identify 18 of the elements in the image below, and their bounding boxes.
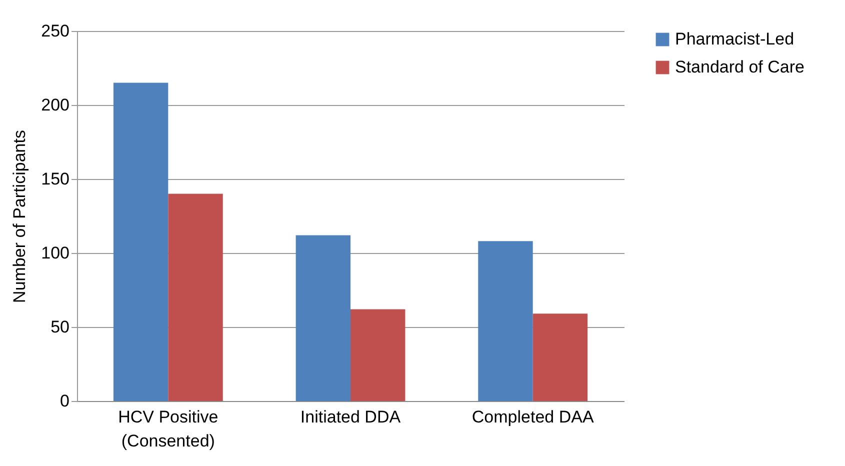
bar (478, 241, 533, 401)
legend-label: Standard of Care (675, 58, 804, 76)
legend-label: Pharmacist-Led (675, 30, 794, 48)
y-tick-label: 100 (41, 244, 70, 262)
y-axis-title: Number of Participants (10, 130, 30, 303)
x-tick-label: Completed DAA (472, 408, 594, 426)
x-tick-label: HCV Positive (Consented) (118, 408, 218, 450)
y-tick-label: 50 (50, 318, 70, 336)
bar (350, 309, 406, 401)
y-tick-label: 0 (60, 392, 70, 410)
y-tick-label: 150 (41, 170, 70, 188)
x-tick-label: Initiated DDA (300, 408, 402, 426)
bar (296, 235, 350, 401)
bar (113, 82, 168, 401)
bar (532, 314, 588, 401)
bar (168, 194, 223, 401)
y-tick-label: 200 (41, 96, 70, 114)
y-tick-label: 250 (41, 22, 70, 40)
